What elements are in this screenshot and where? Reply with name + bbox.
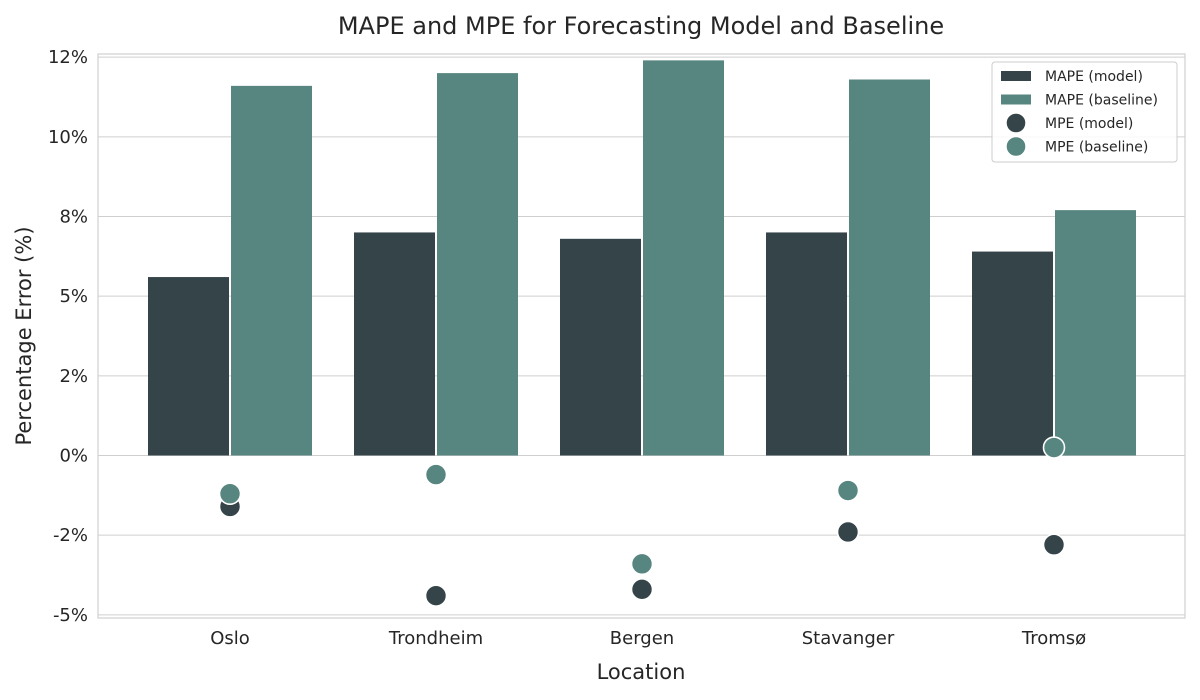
axes-frame <box>97 53 1186 619</box>
y-tick-label: 2% <box>59 366 88 387</box>
x-tick-label: Stavanger <box>802 628 895 649</box>
bar-mape-model-troms <box>972 251 1053 456</box>
point-mpe-baseline-bergen <box>630 552 654 576</box>
legend: MAPE (model) MAPE (baseline) MPE (model) MP… <box>991 61 1178 163</box>
legend-frame <box>991 61 1178 163</box>
bar-mape-model-oslo <box>148 277 229 456</box>
legend-label-mpe-baseline: MPE (baseline) <box>1045 140 1148 156</box>
legend-swatch-mape-baseline <box>1001 94 1031 105</box>
x-tick-label: Trondheim <box>388 628 483 649</box>
y-tick-label: -2% <box>53 525 88 546</box>
bar-mape-baseline-troms <box>1055 210 1136 456</box>
bars <box>148 60 1136 456</box>
bar-mape-model-bergen <box>560 238 641 456</box>
y-tick-label: 8% <box>59 207 88 228</box>
x-tick-label: Oslo <box>210 628 250 649</box>
legend-marker-mpe-baseline <box>1005 135 1027 158</box>
x-axis-ticks: Oslo Trondheim Bergen Stavanger Tromsø <box>210 628 1086 649</box>
point-mpe-model-troms <box>1042 533 1066 557</box>
y-tick-label: 5% <box>59 286 88 307</box>
bar-mape-baseline-stavanger <box>849 79 930 456</box>
legend-label-mape-baseline: MAPE (baseline) <box>1045 93 1158 109</box>
x-tick-label: Tromsø <box>1021 628 1086 649</box>
x-tick-label: Bergen <box>610 628 674 649</box>
bar-mape-model-trondheim <box>354 232 435 456</box>
y-tick-label: 0% <box>59 445 88 466</box>
legend-marker-mpe-model <box>1005 112 1027 134</box>
points <box>218 436 1066 607</box>
y-tick-label: 12% <box>48 47 88 68</box>
bar-mape-baseline-oslo <box>231 85 312 456</box>
y-axis-ticks: -5% -2% 0% 2% 5% 8% 10% 12% <box>48 47 88 626</box>
point-mpe-model-stavanger <box>836 520 860 544</box>
legend-label-mape-model: MAPE (model) <box>1045 69 1143 85</box>
chart-title: MAPE and MPE for Forecasting Model and B… <box>338 12 944 40</box>
y-tick-label: 10% <box>48 127 88 148</box>
point-mpe-model-trondheim <box>424 584 448 607</box>
point-mpe-baseline-troms <box>1042 436 1066 459</box>
point-mpe-baseline-oslo <box>218 482 242 506</box>
legend-label-mpe-model: MPE (model) <box>1045 116 1133 132</box>
legend-swatch-mape-model <box>1001 71 1031 81</box>
y-axis-label: Percentage Error (%) <box>12 226 36 445</box>
point-mpe-baseline-stavanger <box>836 479 860 502</box>
bar-mape-baseline-bergen <box>643 60 724 456</box>
x-axis-label: Location <box>597 660 686 684</box>
point-mpe-model-bergen <box>630 578 654 601</box>
point-mpe-baseline-trondheim <box>424 463 448 486</box>
bar-mape-baseline-trondheim <box>437 73 518 456</box>
y-tick-label: -5% <box>53 605 88 626</box>
bar-mape-model-stavanger <box>766 232 847 456</box>
